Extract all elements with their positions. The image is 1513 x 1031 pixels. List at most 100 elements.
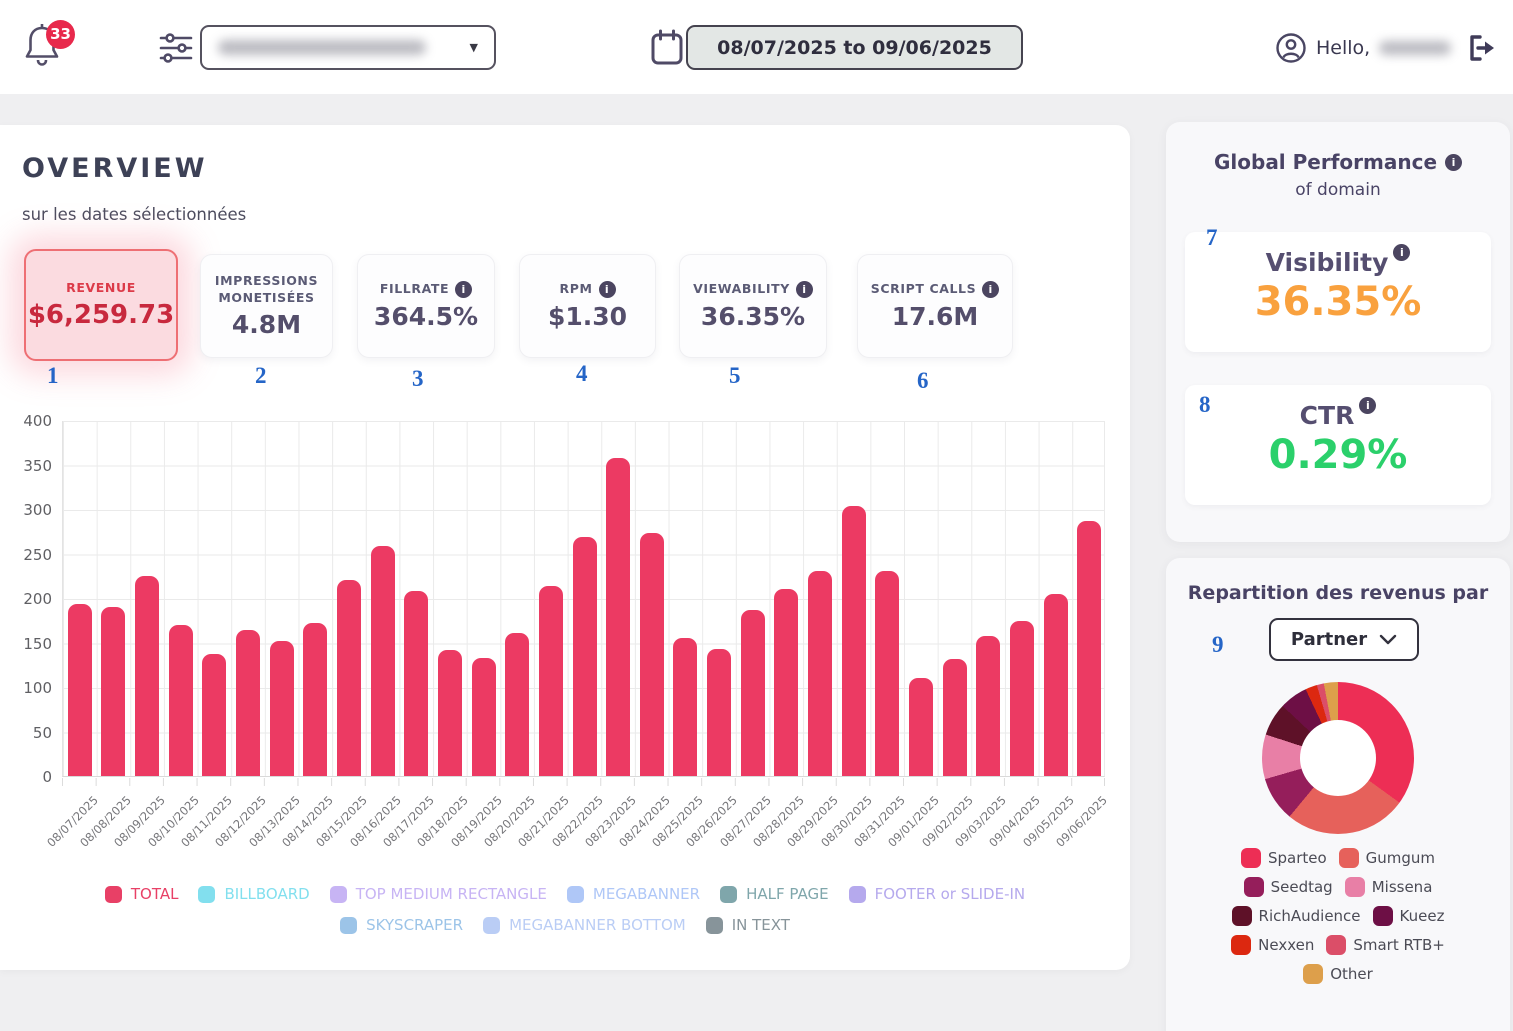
legend-item-footer-or-slide-in[interactable]: FOOTER or SLIDE-IN — [848, 885, 1025, 903]
legend-label: SKYSCRAPER — [366, 916, 464, 934]
bar-09/04/2025[interactable] — [1009, 621, 1034, 776]
info-icon[interactable]: i — [1393, 244, 1411, 261]
legend-item-billboard[interactable]: BILLBOARD — [198, 885, 310, 903]
annotation-number-2: 2 — [255, 363, 267, 388]
bar-08/10/2025[interactable] — [168, 624, 193, 776]
metric-label: SCRIPT CALLS i — [871, 281, 1000, 298]
legend-label: Missena — [1371, 878, 1433, 896]
partner-legend-item-kueez[interactable]: Kueez — [1372, 906, 1444, 926]
filters-sliders-icon[interactable] — [158, 31, 194, 65]
metric-value: $1.30 — [547, 302, 628, 331]
bar-08/31/2025[interactable] — [875, 571, 900, 776]
visibility-label-text: Visibility — [1265, 248, 1389, 277]
bar-08/21/2025[interactable] — [538, 586, 563, 776]
info-icon[interactable]: i — [982, 281, 1000, 298]
partner-donut-chart[interactable] — [1262, 682, 1414, 834]
bar-08/30/2025[interactable] — [841, 506, 866, 776]
partner-legend-item-missena[interactable]: Missena — [1344, 877, 1433, 897]
info-icon[interactable]: i — [795, 281, 813, 298]
legend-swatch — [1240, 848, 1261, 868]
domain-select[interactable]: ▼ — [200, 25, 496, 70]
partner-legend-item-richaudience[interactable]: RichAudience — [1231, 906, 1361, 926]
bar-08/26/2025[interactable] — [707, 648, 732, 776]
metric-card-rpm[interactable]: RPM i $1.30 — [519, 254, 656, 358]
metric-label-text: REVENUE — [66, 279, 136, 295]
bar-08/24/2025[interactable] — [639, 533, 664, 776]
legend-swatch — [566, 885, 584, 903]
y-tick-label: 300 — [23, 501, 52, 519]
bar-08/09/2025[interactable] — [135, 575, 160, 776]
legend-item-total[interactable]: TOTAL — [104, 885, 178, 903]
metric-value: 36.35% — [700, 302, 806, 331]
legend-item-half-page[interactable]: HALF PAGE — [720, 885, 829, 903]
metric-label: FILLRATE i — [380, 281, 473, 298]
global-performance-panel: Global Performance i of domain Visibilit… — [1166, 122, 1510, 542]
annotation-number-4: 4 — [576, 361, 588, 386]
ctr-value: 0.29% — [1268, 432, 1408, 478]
partner-legend-item-nexxen[interactable]: Nexxen — [1231, 935, 1314, 955]
metric-card-viewability[interactable]: VIEWABILITY i 36.35% — [679, 254, 827, 358]
bar-08/14/2025[interactable] — [303, 622, 328, 776]
info-icon[interactable]: i — [598, 281, 616, 298]
bar-08/20/2025[interactable] — [505, 632, 530, 776]
revenue-bar-chart: 400 350 300 250 200 150 100 50 0 08/07/2025 08/08… — [0, 412, 1130, 958]
bar-08/13/2025[interactable] — [269, 640, 294, 776]
user-avatar-icon[interactable] — [1275, 32, 1307, 64]
bar-09/03/2025[interactable] — [976, 636, 1001, 776]
chevron-down-icon — [1379, 634, 1397, 645]
legend-item-skyscraper[interactable]: SKYSCRAPER — [340, 916, 463, 934]
bar-08/18/2025[interactable] — [437, 649, 462, 776]
greeting-text: Hello, — [1316, 37, 1371, 59]
legend-item-top-medium-rectangle[interactable]: TOP MEDIUM RECTANGLE — [329, 885, 547, 903]
partner-legend-item-other[interactable]: Other — [1303, 964, 1373, 984]
partner-legend-item-smart-rtb+[interactable]: Smart RTB+ — [1326, 935, 1445, 955]
bar-09/05/2025[interactable] — [1043, 593, 1068, 776]
global-performance-title-text: Global Performance — [1213, 150, 1438, 174]
bar-09/02/2025[interactable] — [942, 659, 967, 776]
partner-legend-item-seedtag[interactable]: Seedtag — [1243, 877, 1333, 897]
info-icon[interactable]: i — [1359, 397, 1377, 414]
bar-08/07/2025[interactable] — [67, 604, 92, 776]
metric-card-fillrate[interactable]: FILLRATE i 364.5% — [357, 254, 495, 358]
metric-card-script-calls[interactable]: SCRIPT CALLS i 17.6M — [857, 254, 1013, 358]
legend-swatch — [1372, 906, 1393, 926]
partner-legend-item-gumgum[interactable]: Gumgum — [1338, 848, 1435, 868]
legend-item-megabanner[interactable]: MEGABANNER — [566, 885, 700, 903]
bar-08/17/2025[interactable] — [404, 590, 429, 776]
annotation-number-9: 9 — [1212, 632, 1224, 657]
partner-legend-item-sparteo[interactable]: Sparteo — [1240, 848, 1327, 868]
legend-label: RichAudience — [1258, 907, 1361, 925]
calendar-icon[interactable] — [650, 28, 684, 66]
bar-08/27/2025[interactable] — [740, 609, 765, 776]
bar-08/19/2025[interactable] — [471, 657, 496, 776]
bar-08/12/2025[interactable] — [236, 630, 261, 776]
logout-icon[interactable] — [1466, 32, 1498, 64]
bar-08/29/2025[interactable] — [808, 571, 833, 776]
bar-08/15/2025[interactable] — [336, 580, 361, 776]
bar-08/28/2025[interactable] — [774, 589, 799, 776]
date-range-input[interactable]: 08/07/2025 to 09/06/2025 — [686, 25, 1023, 70]
info-icon[interactable]: i — [455, 281, 473, 298]
legend-item-in-text[interactable]: IN TEXT — [705, 916, 790, 934]
bar-09/06/2025[interactable] — [1077, 520, 1102, 776]
annotation-number-5: 5 — [729, 363, 741, 388]
bar-08/11/2025[interactable] — [202, 654, 227, 776]
bar-08/25/2025[interactable] — [673, 638, 698, 776]
bar-08/16/2025[interactable] — [370, 546, 395, 776]
info-icon[interactable]: i — [1445, 153, 1463, 171]
notification-count-badge: 33 — [46, 20, 75, 49]
legend-label: IN TEXT — [731, 916, 790, 934]
metric-card-revenue[interactable]: REVENUE $6,259.73 — [24, 249, 178, 361]
notifications-bell[interactable]: 33 — [22, 20, 82, 76]
bar-08/22/2025[interactable] — [572, 537, 597, 776]
legend-label: Nexxen — [1258, 936, 1315, 954]
metric-card-impressions-monetis-es[interactable]: IMPRESSIONS MONETISÉES 4.8M — [200, 254, 333, 358]
metric-value: $6,259.73 — [27, 300, 175, 331]
bar-09/01/2025[interactable] — [908, 678, 933, 776]
bar-08/23/2025[interactable] — [606, 458, 631, 776]
legend-item-megabanner-bottom[interactable]: MEGABANNER BOTTOM — [483, 916, 686, 934]
bar-08/08/2025[interactable] — [101, 606, 126, 776]
metric-value: 17.6M — [891, 302, 979, 331]
repartition-dimension-select[interactable]: Partner — [1269, 618, 1419, 661]
select-caret-icon: ▼ — [469, 41, 478, 54]
